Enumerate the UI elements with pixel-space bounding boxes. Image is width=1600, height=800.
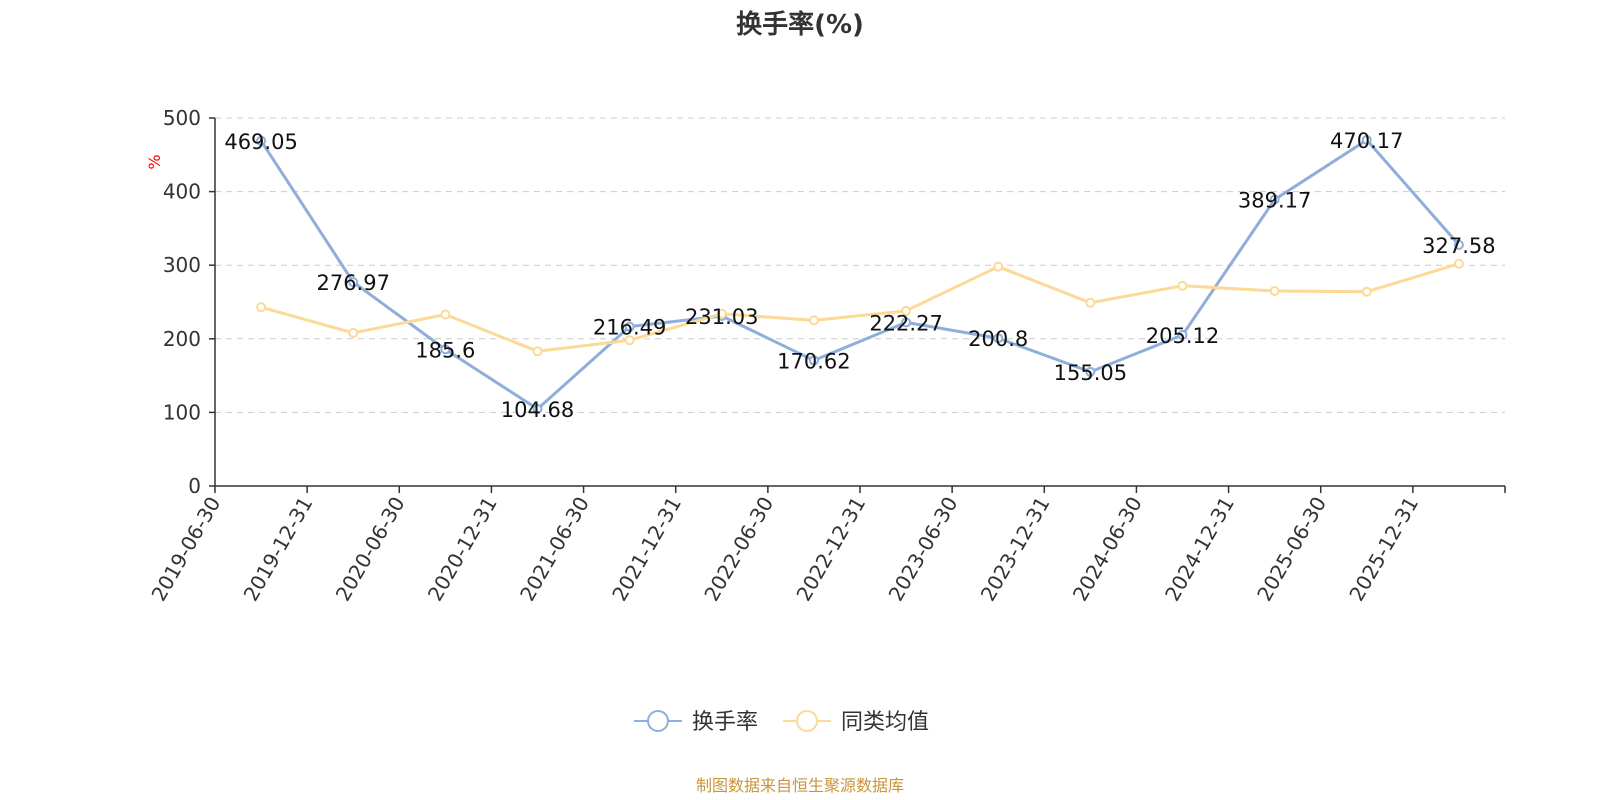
legend-item-peer-average[interactable]: 同类均值: [783, 710, 929, 735]
data-point: [440, 309, 451, 320]
data-point: [1361, 134, 1372, 145]
data-label: 200.8: [968, 327, 1028, 351]
legend[interactable]: 换手率 同类均值: [634, 710, 929, 735]
x-tick-label: 2024-06-30: [1068, 493, 1147, 606]
data-point: [901, 317, 912, 328]
data-point: [532, 346, 543, 357]
data-label: 216.49: [593, 316, 666, 340]
data-label: 327.58: [1422, 234, 1495, 258]
data-point: [1085, 297, 1096, 308]
data-point: [624, 321, 635, 332]
data-label: 155.05: [1054, 361, 1127, 385]
x-tick-label: 2025-06-30: [1252, 493, 1331, 606]
data-point: [348, 277, 359, 288]
data-labels: 469.05 276.97 185.6 104.68 216.49 231.03 170.6…: [224, 129, 1495, 422]
data-point: [1177, 280, 1188, 291]
x-tick-label: 2023-06-30: [884, 493, 963, 606]
data-point: [993, 261, 1004, 272]
data-point: [808, 315, 819, 326]
data-point: [901, 305, 912, 316]
series-turnover-rate: [256, 134, 1464, 414]
legend-marker-icon: [796, 710, 818, 732]
x-tick-label: 2022-12-31: [791, 493, 870, 606]
x-tick-label: 2021-06-30: [515, 493, 594, 606]
grid-lines: [215, 117, 1505, 413]
x-tick-label: 2020-06-30: [331, 493, 410, 606]
y-tick-label: 400: [163, 180, 201, 204]
data-point: [1269, 285, 1280, 296]
x-tick-label: 2023-12-31: [976, 493, 1055, 606]
data-point: [1085, 366, 1096, 377]
y-tick-label: 100: [163, 400, 201, 424]
chart-title: 换手率(%): [736, 9, 864, 40]
series-line: [259, 138, 1461, 411]
y-tick-label: 300: [163, 253, 201, 277]
data-point: [1177, 330, 1188, 341]
data-label: 222.27: [869, 311, 942, 335]
data-label: 205.12: [1146, 324, 1219, 348]
data-label: 389.17: [1238, 189, 1311, 213]
x-tick-label: 2019-12-31: [239, 493, 318, 606]
x-tick-label: 2019-06-30: [146, 493, 225, 606]
data-point: [624, 335, 635, 346]
data-point: [440, 344, 451, 355]
data-point: [348, 327, 359, 338]
y-tick-label: 200: [163, 327, 201, 351]
data-source-note: 制图数据来自恒生聚源数据库: [696, 776, 904, 795]
data-label: 469.05: [224, 130, 297, 154]
data-label: 231.03: [685, 305, 758, 329]
data-point: [1453, 239, 1464, 250]
x-tick-label: 2020-12-31: [423, 493, 502, 606]
x-tick-label: 2024-12-31: [1160, 493, 1239, 606]
series-peer-average: [256, 258, 1464, 357]
data-label: 170.62: [777, 349, 850, 373]
data-label: 104.68: [501, 398, 574, 422]
series-lines: [256, 134, 1464, 414]
series-line: [260, 262, 1460, 353]
data-label: 185.6: [415, 338, 475, 362]
y-axis-label: %: [145, 154, 164, 169]
x-tick-label: 2021-12-31: [607, 493, 686, 606]
y-tick-label: 500: [163, 106, 201, 130]
data-point: [256, 302, 267, 313]
y-tick-label: 0: [188, 474, 201, 498]
legend-marker-icon: [647, 710, 669, 732]
data-point: [1453, 258, 1464, 269]
data-label: 276.97: [316, 271, 389, 295]
x-tick-label: 2022-06-30: [699, 493, 778, 606]
data-point: [716, 308, 727, 319]
data-point: [256, 135, 267, 146]
data-point: [1361, 286, 1372, 297]
legend-label: 换手率: [692, 710, 758, 735]
data-point: [532, 403, 543, 414]
data-label: 470.17: [1330, 129, 1403, 153]
legend-label: 同类均值: [841, 710, 929, 735]
data-point: [1269, 194, 1280, 205]
data-point: [808, 355, 819, 366]
x-tick-label: 2025-12-31: [1344, 493, 1423, 606]
data-point: [993, 333, 1004, 344]
legend-item-turnover-rate[interactable]: 换手率: [634, 710, 758, 735]
